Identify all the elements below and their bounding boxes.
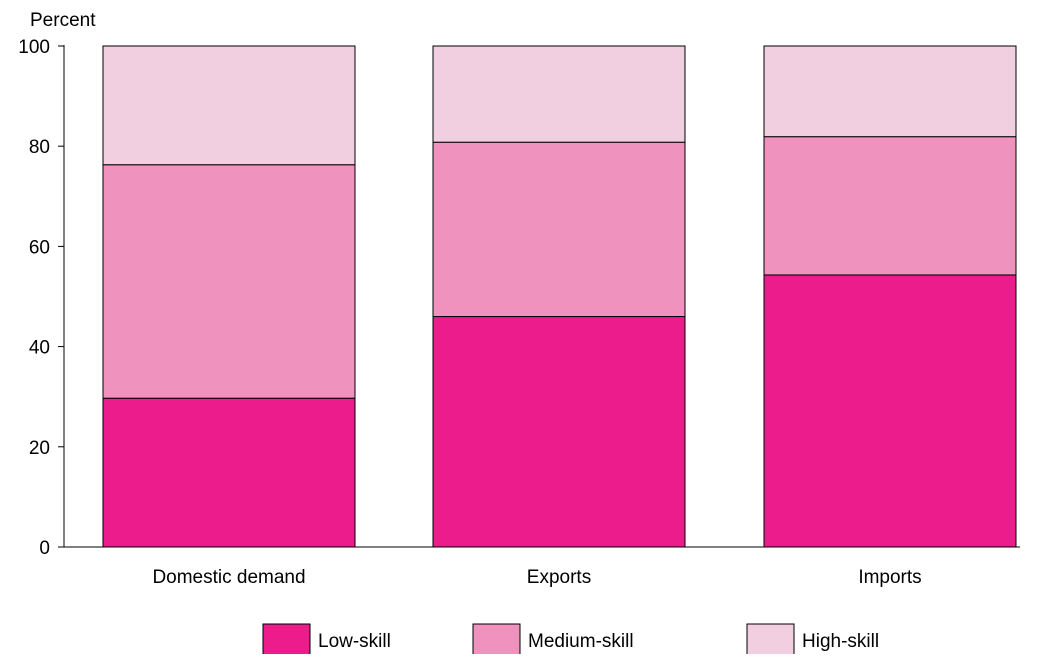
bar-medium-skill-3 <box>763 136 1017 276</box>
legend: Low-skill Medium-skill High-skill <box>262 623 879 659</box>
legend-label-low-skill: Low-skill <box>318 631 391 652</box>
bar-high-skill-3 <box>763 45 1017 138</box>
y-tick-label: 40 <box>29 338 50 359</box>
bar-low-skill-3 <box>763 274 1017 548</box>
x-tick-label: Exports <box>527 567 591 588</box>
bar-high-skill-1 <box>102 45 356 166</box>
bars-group <box>102 45 1017 548</box>
bar-high-skill-2 <box>432 45 686 143</box>
y-tick-label: 20 <box>29 438 50 459</box>
y-tick-label: 0 <box>39 538 50 559</box>
y-tick-label: 60 <box>29 237 50 258</box>
legend-swatch-low-skill <box>262 623 311 659</box>
x-tick-label: Domestic demand <box>152 567 305 588</box>
y-tick-label: 80 <box>29 137 50 158</box>
y-axis-label: Percent <box>30 10 96 31</box>
y-tick-label: 100 <box>18 37 50 58</box>
x-tick-label: Imports <box>858 567 921 588</box>
legend-label-high-skill: High-skill <box>802 631 879 652</box>
legend-label-medium-skill: Medium-skill <box>528 631 634 652</box>
axes-group: Domestic demand Exports Imports 0 20 40 60 80 10… <box>18 37 1020 588</box>
bar-medium-skill-2 <box>432 141 686 318</box>
legend-swatch-high-skill <box>746 623 795 659</box>
bar-low-skill-1 <box>102 397 356 548</box>
bar-medium-skill-1 <box>102 164 356 399</box>
legend-swatch-medium-skill <box>472 623 521 659</box>
bar-low-skill-2 <box>432 316 686 548</box>
